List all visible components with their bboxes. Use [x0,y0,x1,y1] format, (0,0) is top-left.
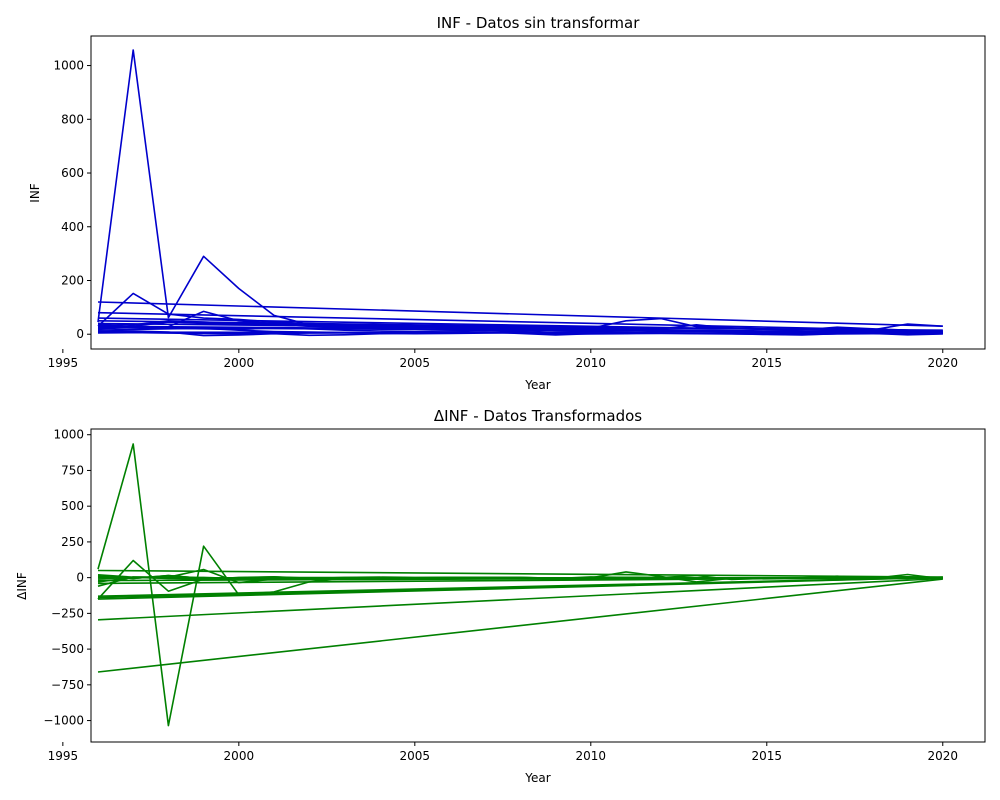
y-tick-label: −500 [51,642,84,656]
series-group [97,443,943,727]
x-tick-label: 2010 [576,356,607,370]
y-tick-label: 750 [61,463,84,477]
x-tick-label: 2000 [224,749,255,763]
series-line-4 [97,577,943,621]
series-line-4 [97,311,943,332]
plot-frame [90,35,986,350]
y-axis-label: INF [28,183,42,203]
y-tick-label: 0 [76,327,84,341]
y-tick-label: 0 [76,571,84,585]
series-line-2 [97,301,943,327]
x-tick-label: 2015 [752,749,783,763]
series-line-14 [97,569,943,578]
chart-title: INF - Datos sin transformar [437,14,641,32]
series-line-10 [97,576,943,600]
series-line-2 [97,578,943,673]
series-group [97,49,943,337]
y-tick-label: 400 [61,220,84,234]
chart-title: ΔINF - Datos Transformados [434,407,642,425]
chart-delta-inf: ΔINF - Datos Transformados Year ΔINF 199… [15,407,986,785]
y-tick-label: −1000 [43,714,84,728]
x-tick-label: 1995 [48,749,79,763]
x-tick-label: 2005 [400,356,431,370]
series-line-17 [97,319,943,331]
x-axis-label: Year [524,771,550,785]
series-line-17 [97,574,943,580]
x-tick-label: 2015 [752,356,783,370]
y-tick-label: 500 [61,499,84,513]
y-tick-label: 1000 [53,59,84,73]
y-tick-label: −250 [51,606,84,620]
y-tick-label: 600 [61,166,84,180]
x-tick-label: 1995 [48,356,79,370]
y-tick-label: 250 [61,535,84,549]
y-tick-label: 1000 [53,428,84,442]
y-tick-label: 800 [61,112,84,126]
x-tick-label: 2020 [927,749,958,763]
x-tick-label: 2005 [400,749,431,763]
x-tick-label: 2000 [224,356,255,370]
y-tick-label: −750 [51,678,84,692]
x-tick-label: 2020 [927,356,958,370]
chart-inf-raw: INF - Datos sin transformar Year INF 199… [28,14,986,392]
plot-frame [90,428,986,743]
series-line-16 [97,331,943,335]
y-tick-label: 200 [61,273,84,287]
x-axis-label: Year [524,378,550,392]
series-line-1 [97,49,943,331]
x-tick-label: 2010 [576,749,607,763]
y-axis-label: ΔINF [15,572,29,600]
